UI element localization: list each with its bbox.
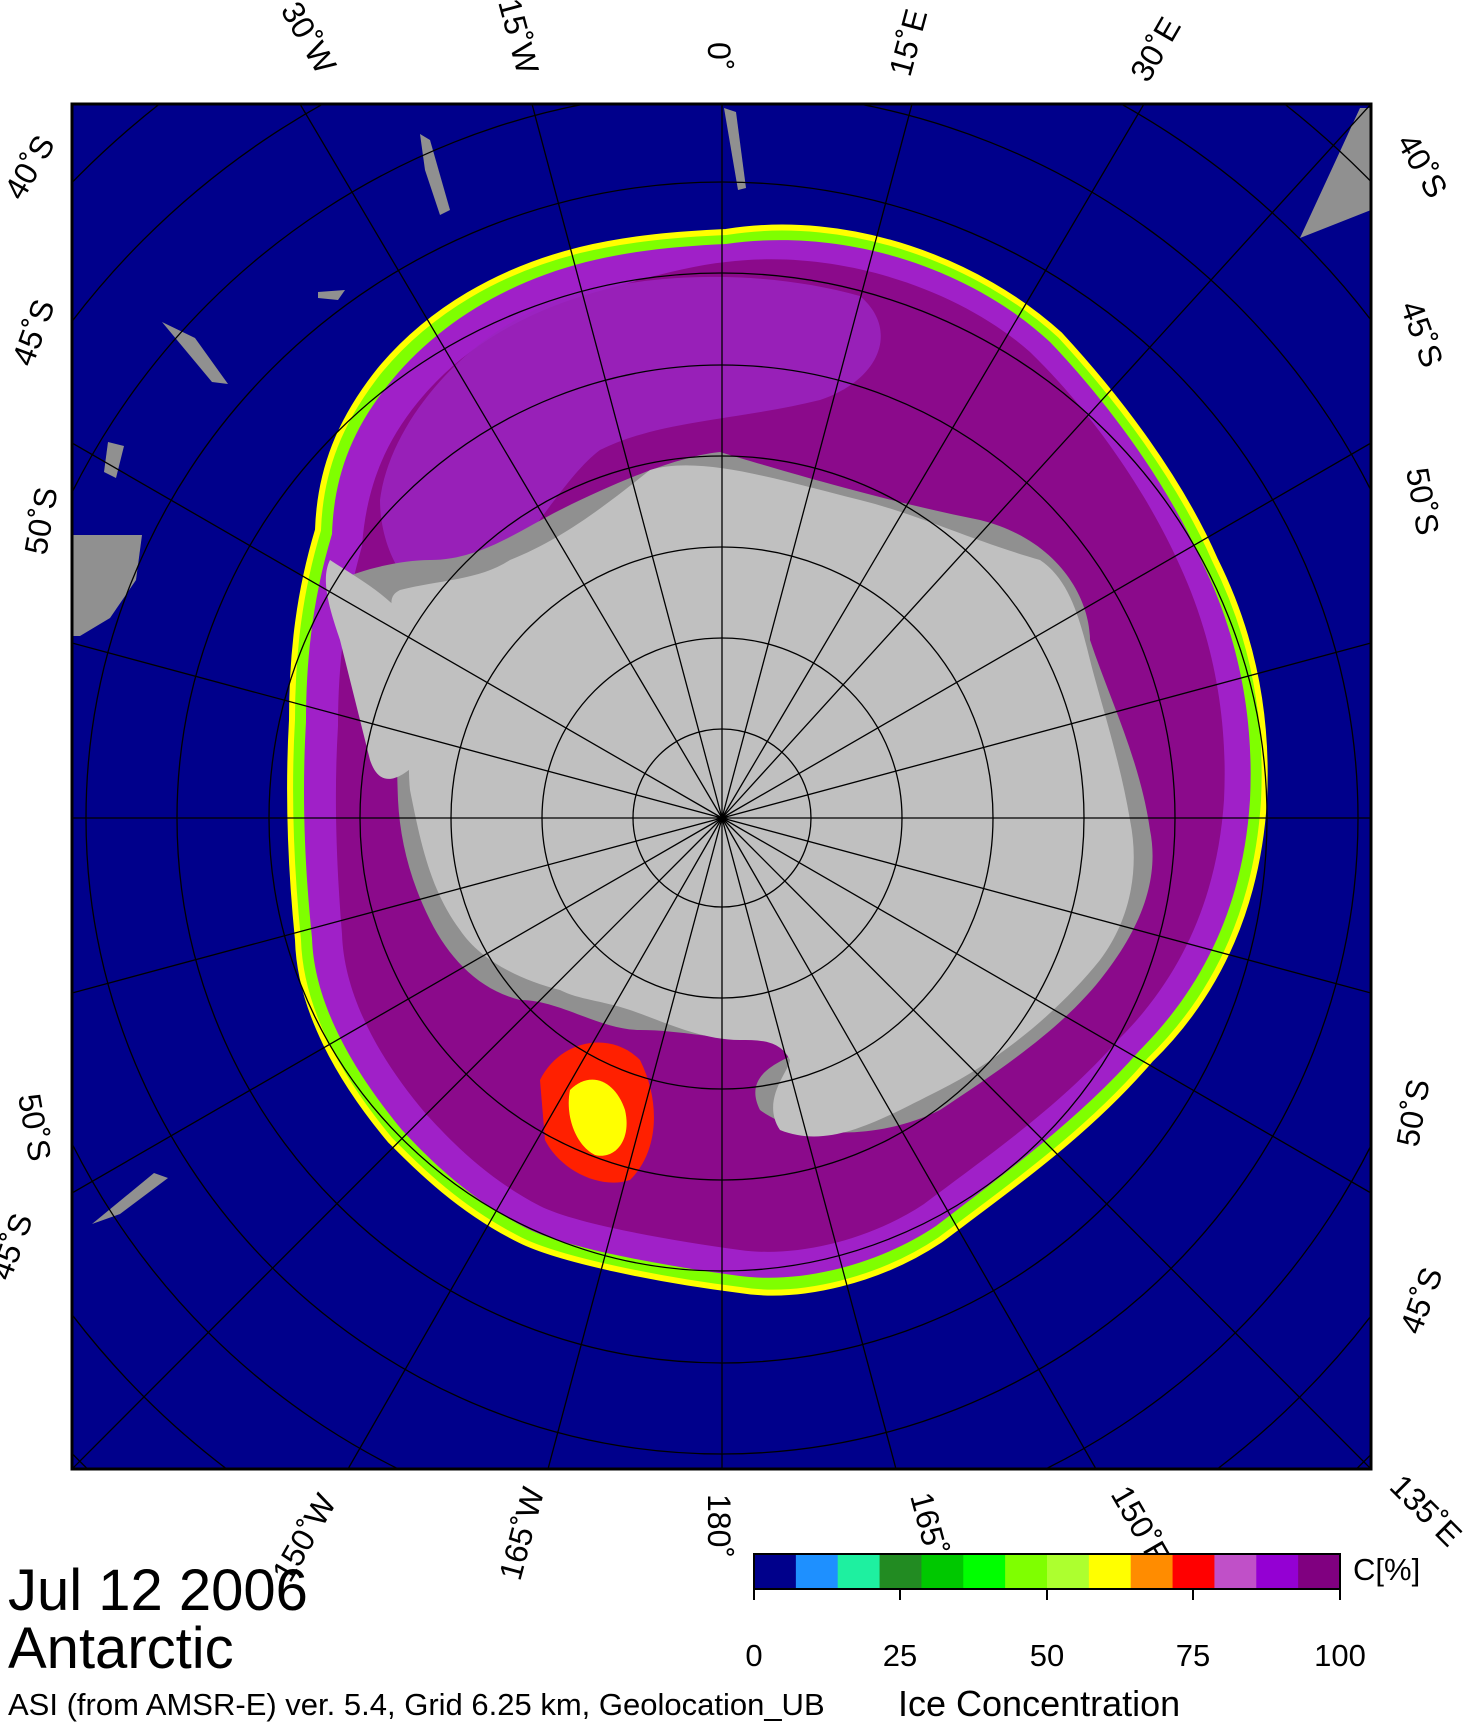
product-name: Ice Concentration: [898, 1683, 1181, 1724]
colorbar-swatch: [963, 1554, 1006, 1589]
colorbar-swatch: [1298, 1554, 1341, 1589]
island-5: [104, 442, 124, 478]
antarctic-peninsula: [325, 560, 428, 779]
lon-label-0: 0˚: [701, 42, 737, 70]
antarctica-land: [391, 465, 1134, 1137]
map-date: Jul 12 2006: [8, 1558, 308, 1623]
lat-label-left-40s: 40˚S: [0, 129, 62, 206]
colorbar-swatch: [1214, 1554, 1257, 1589]
island-1: [420, 134, 450, 215]
colorbar-swatch: [1172, 1554, 1215, 1589]
map-frame: [70, 102, 1373, 1471]
island-4: [72, 535, 142, 636]
colorbar-swatch: [1047, 1554, 1090, 1589]
lon-label-135e: 135˚E: [1383, 1467, 1464, 1553]
lon-label-15w: 15˚W: [491, 0, 546, 78]
colorbar-swatch: [921, 1554, 964, 1589]
island-2: [724, 108, 746, 190]
lat-label-left-50s-upper: 50˚S: [17, 484, 64, 557]
lon-label-165w: 165˚W: [492, 1483, 551, 1584]
colorbar-tick-50: 50: [1029, 1638, 1065, 1673]
lat-label-left-50s-lower: 50˚S: [11, 1091, 58, 1164]
colorbar-tick-25: 25: [882, 1638, 918, 1673]
south-america-land: [1300, 108, 1371, 238]
colorbar-unit: C[%]: [1353, 1552, 1421, 1587]
colorbar-swatch: [879, 1554, 922, 1589]
colorbar-swatch: [754, 1554, 797, 1589]
colorbar-swatch: [1088, 1554, 1132, 1589]
colorbar-swatch: [1130, 1554, 1174, 1589]
lat-label-right-45s: 45˚S: [1393, 296, 1450, 372]
island-7: [318, 290, 345, 300]
island-3: [162, 322, 228, 384]
low-ice-patch-yellow: [568, 1079, 627, 1156]
lat-label-right-45s-lower: 45˚S: [1393, 1263, 1450, 1339]
lat-label-left-45s: 45˚S: [5, 295, 62, 371]
lat-label-left-45s-lower: 45˚S: [0, 1209, 40, 1285]
lon-label-30e: 30˚E: [1123, 11, 1188, 88]
colorbar-tick-75: 75: [1175, 1638, 1211, 1673]
colorbar-tick-100: 100: [1314, 1638, 1366, 1673]
lon-label-30w: 30˚W: [274, 0, 344, 80]
dataset-info: ASI (from AMSR-E) ver. 5.4, Grid 6.25 km…: [8, 1687, 825, 1722]
colorbar-tick-marks: [753, 1589, 1341, 1600]
lat-label-right-40s: 40˚S: [1390, 128, 1455, 205]
colorbar-swatch: [795, 1554, 839, 1589]
lat-label-right-50s-upper: 50˚S: [1399, 465, 1446, 538]
lat-label-right-50s-lower: 50˚S: [1389, 1076, 1436, 1149]
colorbar-swatch: [1005, 1554, 1048, 1589]
colorbar: [754, 1554, 1341, 1589]
colorbar-tick-0: 0: [745, 1638, 763, 1673]
lon-label-180: 180˚: [701, 1494, 737, 1558]
colorbar-swatch: [837, 1554, 881, 1589]
colorbar-swatch: [1256, 1554, 1299, 1589]
sea-ice-purple-band: [380, 276, 881, 604]
map-region: Antarctic: [8, 1616, 234, 1681]
lon-label-15e: 15˚E: [882, 5, 934, 80]
